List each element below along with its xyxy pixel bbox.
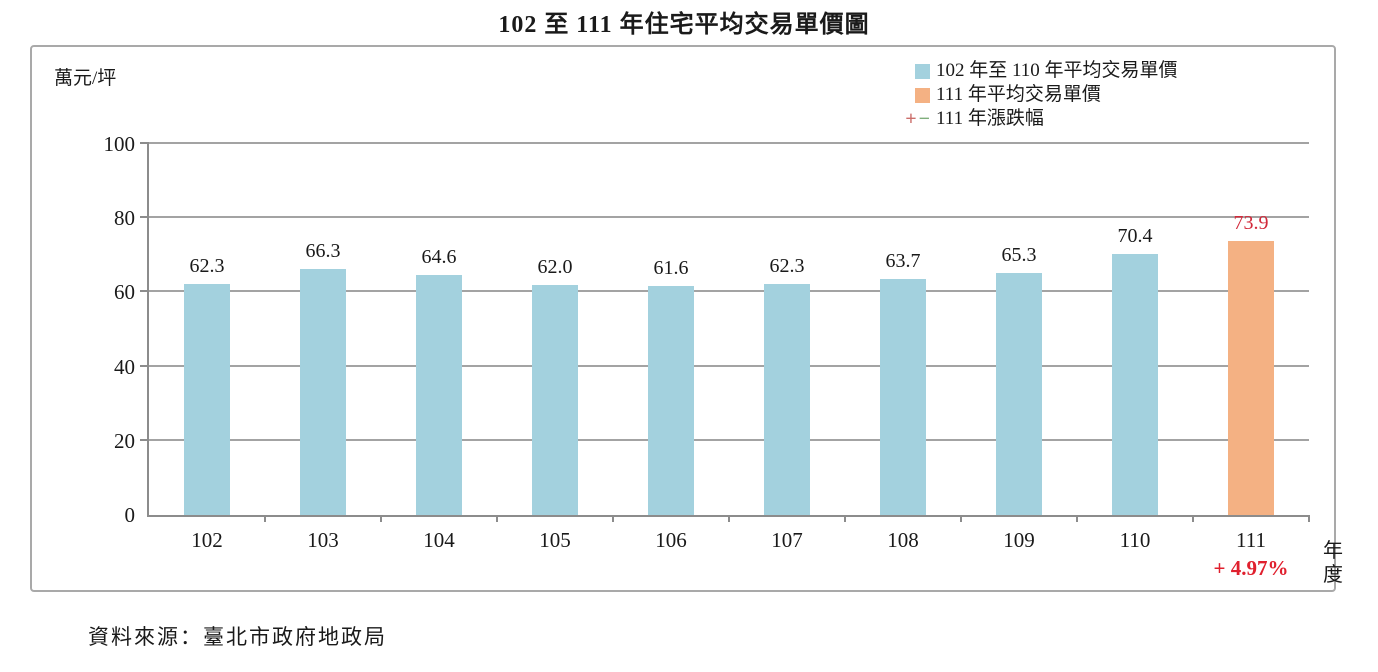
chart-frame: 萬元/坪 102 年至 110 年平均交易單價 111 年平均交易單價 + −111 …	[30, 45, 1344, 592]
x-tick-label-110: 110	[1119, 528, 1151, 552]
gridline-80	[149, 216, 1309, 219]
x-tick-label-107: 107	[771, 528, 803, 552]
legend: 102 年至 110 年平均交易單價 111 年平均交易單價 + −111 年漲跌幅	[894, 59, 1178, 131]
page-title: 102 至 111 年住宅平均交易單價圖	[498, 12, 870, 38]
x-tick-8	[1076, 515, 1078, 522]
y-tick-100	[140, 142, 149, 144]
source-note: 資料來源：臺北市政府地政局	[88, 625, 387, 649]
bar-value-label-106: 61.6	[653, 257, 689, 280]
bar-104	[416, 275, 462, 515]
x-tick-label-109: 109	[1003, 528, 1035, 552]
plus-icon: +	[905, 108, 917, 130]
x-tick-label-106: 106	[655, 528, 687, 552]
highlight-series-swatch-icon	[915, 87, 930, 103]
x-tick-label-103: 103	[307, 528, 339, 552]
bar-value-label-109: 65.3	[1001, 243, 1037, 266]
bar-110	[1112, 253, 1158, 515]
gridline-40	[149, 364, 1309, 367]
x-tick-label-102: 102	[191, 528, 223, 552]
x-tick-2	[380, 515, 382, 522]
bar-102	[184, 283, 230, 515]
y-tick-label-20: 20	[114, 428, 135, 453]
legend-label-2: 111 年漲跌幅	[936, 108, 1044, 129]
bar-value-label-110: 70.4	[1117, 224, 1153, 247]
y-tick-label-100: 100	[103, 132, 136, 156]
y-tick-60	[140, 290, 149, 293]
bar-109	[996, 272, 1042, 515]
x-axis-title: 年度	[1323, 540, 1343, 586]
y-tick-20	[140, 438, 149, 441]
legend-label-0: 102 年至 110 年平均交易單價	[936, 60, 1178, 81]
bar-105	[532, 284, 578, 515]
primary-series-symbol	[894, 63, 936, 79]
bar-value-label-107: 62.3	[769, 254, 805, 277]
legend-item-2: + −111 年漲跌幅	[894, 107, 1178, 131]
x-tick-4	[612, 515, 614, 522]
bar-107	[764, 283, 810, 515]
primary-series-swatch-icon	[915, 63, 930, 79]
x-tick-label-111: 111	[1236, 528, 1266, 552]
bar-value-label-111: 73.9	[1233, 211, 1269, 234]
y-tick-label-0: 0	[124, 503, 136, 527]
plot-area: 0 20 40 60 80 100 62.3 102 66.3 103 64.6 104 62.0 105…	[104, 133, 1344, 586]
legend-item-1: 111 年平均交易單價	[894, 83, 1178, 107]
y-tick-label-60: 60	[114, 280, 135, 305]
legend-label-1: 111 年平均交易單價	[936, 84, 1101, 105]
y-tick-label-40: 40	[114, 354, 135, 379]
bar-108	[880, 278, 926, 515]
x-tick-7	[960, 515, 962, 522]
bar-value-label-104: 64.6	[421, 246, 457, 269]
change-series-symbol: + −	[894, 109, 936, 129]
bar-value-label-102: 62.3	[189, 254, 225, 277]
x-tick-9	[1192, 515, 1194, 522]
x-tick-10	[1308, 515, 1310, 522]
x-tick-label-108: 108	[887, 528, 919, 552]
minus-icon: −	[918, 108, 930, 130]
x-tick-6	[844, 515, 846, 522]
bar-value-label-108: 63.7	[885, 249, 921, 272]
bar-111	[1228, 240, 1274, 515]
bar-value-label-105: 62.0	[537, 255, 573, 278]
bar-value-label-103: 66.3	[305, 240, 341, 263]
x-tick-label-104: 104	[423, 528, 455, 552]
gridline-100	[149, 142, 1309, 144]
change-annotation: + 4.97%	[1213, 556, 1289, 580]
legend-item-0: 102 年至 110 年平均交易單價	[894, 59, 1178, 83]
y-axis-unit-label: 萬元/坪	[54, 68, 117, 89]
gridline-20	[149, 438, 1309, 441]
gridline-60	[149, 290, 1309, 293]
bar-103	[300, 269, 346, 515]
bar-106	[648, 286, 694, 515]
x-tick-5	[728, 515, 730, 522]
highlight-series-symbol	[894, 87, 936, 103]
y-tick-label-80: 80	[114, 206, 135, 231]
x-tick-label-105: 105	[539, 528, 571, 552]
y-tick-80	[140, 216, 149, 219]
x-tick-3	[496, 515, 498, 522]
y-tick-40	[140, 364, 149, 367]
x-tick-1	[264, 515, 266, 522]
